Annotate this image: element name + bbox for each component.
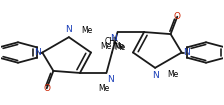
Text: CH₂: CH₂ [105,37,119,46]
Text: O: O [174,12,181,21]
Text: N: N [110,34,116,43]
Text: N: N [152,71,159,80]
Text: O: O [43,84,50,93]
Text: Me: Me [100,42,111,51]
Text: N: N [183,48,190,57]
Text: Me: Me [113,42,124,51]
Text: Me: Me [99,84,110,93]
Text: N: N [34,48,41,57]
Text: N: N [108,75,114,84]
Text: N: N [65,25,72,34]
Text: Me: Me [81,26,92,35]
Text: Me: Me [167,70,179,79]
Text: Me: Me [114,43,125,52]
